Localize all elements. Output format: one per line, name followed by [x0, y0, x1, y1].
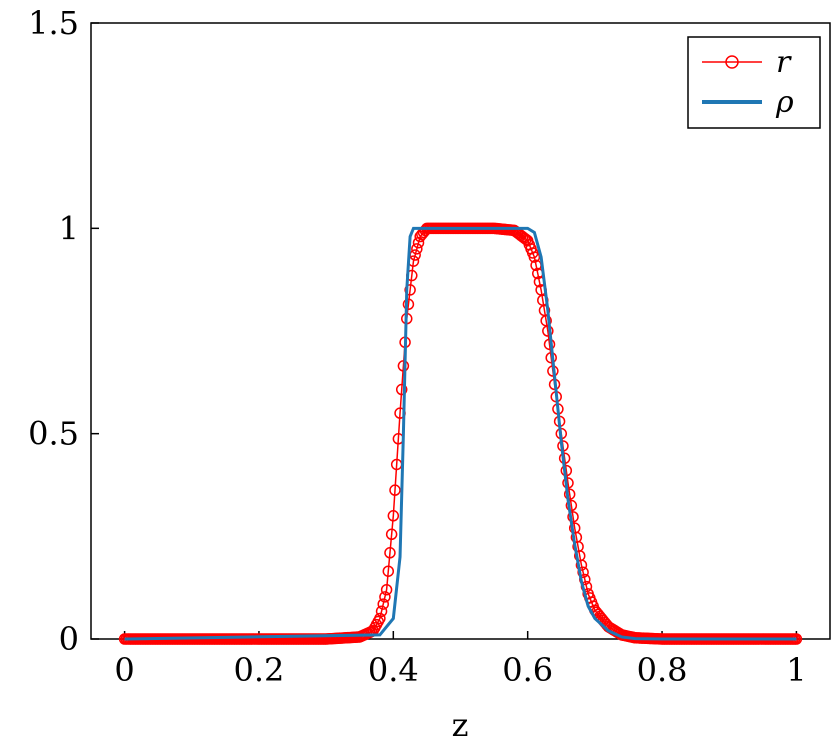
series-r-marker — [389, 484, 401, 496]
x-tick-label: 0.4 — [368, 651, 419, 689]
series-r-marker — [563, 488, 576, 500]
series-r-marker — [577, 566, 589, 579]
series-r-marker — [377, 598, 389, 610]
legend-swatch-r-marker — [725, 55, 739, 69]
legend-box — [687, 36, 821, 129]
series-r-marker — [404, 284, 416, 296]
series-r-marker — [374, 612, 386, 625]
series-r-marker — [528, 251, 541, 263]
x-tick-label: 0.8 — [637, 651, 688, 689]
y-tick-label: 1 — [59, 209, 79, 247]
y-tick-label: 0 — [59, 620, 79, 658]
series-r-marker — [395, 383, 408, 396]
x-axis-label: z — [452, 706, 469, 744]
series-r-marker — [387, 510, 400, 522]
series-r-marker — [379, 591, 391, 603]
x-axis-ticks: 0 0.2 0.4 0.6 0.8 1 — [114, 631, 807, 689]
series-r-marker — [575, 559, 588, 571]
series-r-marker — [375, 605, 388, 618]
legend: r ρ — [687, 36, 821, 129]
series-r-marker — [382, 565, 395, 577]
legend-label-rho: ρ — [775, 85, 794, 120]
series-r-marker — [411, 243, 423, 255]
x-tick-label: 0 — [114, 651, 134, 689]
series-r-marker — [380, 583, 393, 596]
x-tick-label: 0.2 — [234, 651, 285, 689]
series-r-marker — [385, 528, 398, 541]
y-tick-label: 0.5 — [28, 415, 79, 453]
series-layer — [118, 222, 803, 645]
y-axis-ticks: 0 0.5 1 1.5 — [28, 4, 99, 658]
series-r-marker — [565, 499, 578, 512]
x-tick-label: 0.6 — [502, 651, 553, 689]
series-r-marker — [567, 511, 579, 523]
y-tick-label: 1.5 — [28, 4, 79, 42]
series-rho-line — [124, 226, 797, 641]
series-r-marker — [402, 298, 415, 311]
series-r-marker — [384, 547, 396, 559]
legend-label-r: r — [776, 45, 792, 80]
x-tick-label: 1 — [786, 651, 806, 689]
series-r-marker — [542, 325, 554, 337]
